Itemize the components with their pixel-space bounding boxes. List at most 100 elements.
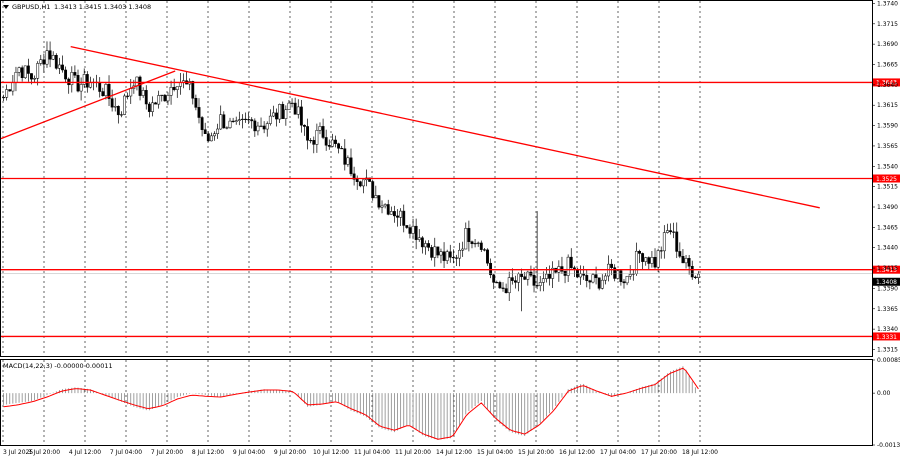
candle-body [169, 87, 173, 96]
candle-body [672, 231, 676, 233]
candle-body [104, 83, 108, 97]
y-tick-label: 1.3615 [877, 102, 898, 109]
candle-body [684, 258, 688, 264]
trendline [70, 45, 820, 209]
candle-body [610, 263, 614, 268]
current-price-label: 1.3408 [876, 279, 897, 286]
y-tick-label: 1.3540 [877, 163, 898, 170]
level-price-label: 1.3331 [876, 334, 897, 341]
candle-body [141, 90, 145, 96]
candle-body [377, 195, 381, 208]
y-tick-label: 1.3440 [877, 245, 898, 252]
candle-body [39, 59, 43, 64]
candle-body [442, 251, 446, 261]
candle-body [17, 67, 21, 73]
candle-body [597, 277, 601, 289]
y-tick-label: 1.3590 [877, 123, 898, 130]
candle-body [566, 256, 570, 276]
candle-body [349, 157, 353, 175]
candle-body [569, 256, 573, 269]
candle-body [675, 231, 679, 252]
candle-body [551, 267, 555, 279]
candle-body [256, 125, 260, 132]
candle-body [634, 250, 638, 275]
symbol-dropdown-icon[interactable] [3, 5, 9, 9]
candle-body [281, 104, 285, 119]
candle-body [517, 273, 520, 283]
candle-body [439, 251, 443, 256]
candle-body [327, 145, 331, 147]
candle-body [107, 83, 111, 99]
level-price-label: 1.3643 [876, 80, 897, 87]
candle-body [681, 256, 685, 264]
candle-body [129, 88, 133, 97]
candle-body [411, 225, 415, 234]
candle-body [51, 55, 55, 60]
candle-body [579, 273, 582, 278]
candle-body [163, 94, 167, 102]
candle-body [312, 140, 316, 145]
candle-body [352, 173, 356, 180]
candle-body [697, 273, 700, 278]
candle-body [5, 89, 9, 98]
candle-body [191, 81, 195, 99]
candle-body [402, 210, 406, 226]
candle-body [265, 123, 269, 130]
x-tick-label: 18 Jul 12:00 [682, 449, 718, 456]
candle-body [504, 288, 508, 294]
candle-body [123, 95, 126, 115]
macd-label: MACD(14,22,3) -0.00000 0.00011 [3, 362, 113, 370]
candle-body [64, 69, 68, 80]
candle-body [436, 246, 440, 256]
candle-body [234, 120, 238, 122]
candle-body [324, 137, 328, 146]
y-tick-label: 1.3490 [877, 204, 898, 211]
candle-body [448, 251, 452, 258]
candle-body [172, 87, 176, 90]
x-tick-label: 15 Jul 04:00 [477, 449, 513, 456]
candle-body [293, 102, 297, 115]
candle-body [240, 118, 244, 120]
candle-body [85, 74, 89, 88]
candle-body [464, 228, 468, 250]
candle-body [669, 230, 672, 233]
candle-body [45, 50, 49, 65]
candle-body [42, 59, 46, 65]
candle-body [526, 271, 530, 280]
candle-body [79, 84, 83, 92]
candle-body [399, 210, 403, 218]
candle-body [424, 243, 427, 248]
x-tick-label: 9 Jul 04:00 [233, 449, 265, 456]
candle-body [225, 127, 229, 129]
candle-body [275, 112, 278, 120]
candle-body [647, 257, 651, 264]
candle-body [576, 268, 579, 278]
level-price-tag [873, 332, 900, 341]
candle-body [57, 64, 61, 69]
candle-body [200, 117, 204, 130]
macd-y-tick-label: 0.00085 [877, 357, 900, 364]
candle-body [82, 74, 86, 85]
candle-body [486, 249, 489, 264]
candle-body [303, 124, 306, 127]
level-price-label: 1.3525 [876, 176, 897, 183]
x-tick-label: 9 Jul 20:00 [274, 449, 306, 456]
y-tick-label: 1.3515 [877, 184, 898, 191]
price-panel-frame [0, 0, 873, 357]
x-tick-label: 17 Jul 20:00 [641, 449, 677, 456]
trendline [0, 70, 176, 140]
candle-body [209, 135, 213, 142]
candle-body [70, 72, 74, 86]
level-price-tag [873, 78, 900, 87]
candle-body [501, 287, 505, 289]
candle-body [473, 243, 477, 245]
candle-body [244, 118, 247, 120]
candle-body [427, 243, 430, 248]
candle-body [520, 273, 524, 277]
candle-body [26, 65, 30, 74]
candle-body [507, 277, 511, 294]
candle-body [340, 148, 344, 150]
candle-body [445, 251, 449, 261]
candle-body [147, 103, 151, 112]
